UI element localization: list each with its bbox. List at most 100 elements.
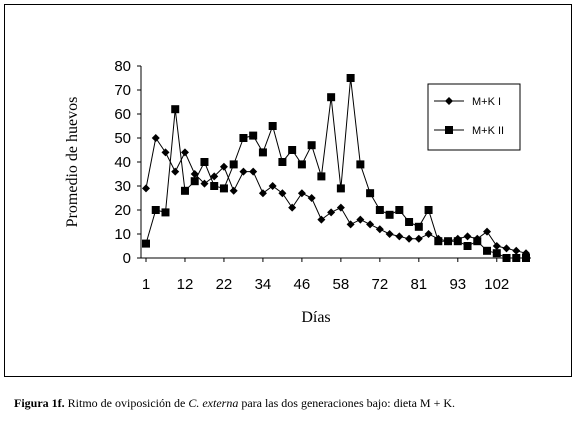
marker	[414, 234, 423, 243]
y-tick-label: 10	[114, 226, 131, 243]
marker	[336, 184, 345, 193]
marker	[463, 242, 472, 250]
frame	[4, 4, 572, 377]
marker	[453, 237, 462, 246]
x-tick-label: 22	[216, 276, 233, 293]
marker	[229, 186, 238, 195]
marker	[219, 162, 228, 171]
marker	[492, 242, 501, 250]
marker	[249, 167, 258, 176]
marker	[317, 215, 326, 224]
marker	[317, 172, 326, 181]
marker	[268, 122, 277, 130]
y-tick-label: 0	[123, 250, 131, 267]
caption-label: Figura 1f.	[14, 396, 65, 410]
marker	[434, 237, 443, 246]
y-tick-label: 80	[114, 58, 131, 75]
marker	[210, 182, 219, 190]
marker	[229, 160, 238, 169]
series-line	[145, 77, 526, 259]
marker	[424, 230, 433, 238]
marker	[219, 184, 228, 193]
marker	[142, 184, 150, 193]
marker	[171, 167, 180, 176]
marker	[356, 160, 365, 169]
marker	[249, 131, 258, 140]
marker	[405, 234, 414, 243]
marker	[444, 237, 453, 246]
x-tick-label: 72	[372, 276, 389, 293]
marker	[512, 246, 521, 255]
marker	[385, 210, 394, 219]
caption-text: para las dos generaciones bajo: dieta M …	[238, 396, 456, 410]
marker	[366, 189, 375, 198]
marker	[445, 97, 453, 105]
marker	[356, 215, 365, 224]
legend-label: M+K I	[472, 96, 501, 108]
marker	[180, 186, 189, 195]
marker	[366, 220, 375, 229]
x-tick-label: 1	[142, 276, 150, 293]
marker	[483, 246, 492, 255]
marker	[190, 170, 199, 178]
y-tick-label: 50	[114, 130, 131, 147]
legend-label: M+K II	[472, 125, 504, 137]
marker	[151, 134, 160, 142]
marker	[375, 206, 384, 214]
x-axis-label: Días	[301, 309, 330, 326]
marker	[473, 237, 482, 246]
x-tick-label: 34	[255, 276, 272, 293]
x-tick-label: 102	[484, 276, 509, 293]
marker	[161, 208, 170, 217]
marker	[463, 232, 472, 241]
series-line	[145, 136, 527, 254]
marker	[151, 206, 160, 214]
marker	[492, 249, 501, 258]
marker	[288, 203, 297, 212]
marker	[512, 254, 521, 262]
marker	[327, 208, 336, 217]
y-tick-label: 60	[114, 106, 131, 123]
y-tick-label: 40	[114, 154, 131, 171]
marker	[522, 249, 530, 258]
marker	[258, 148, 267, 157]
marker	[258, 189, 267, 198]
x-tick-label: 12	[177, 276, 194, 293]
marker	[171, 105, 180, 114]
caption-species: C. externa	[188, 396, 239, 410]
x-tick-label: 81	[410, 276, 427, 293]
marker	[414, 222, 423, 231]
marker	[375, 225, 384, 234]
marker	[142, 239, 150, 248]
marker	[210, 172, 219, 181]
marker	[346, 220, 355, 229]
marker	[297, 189, 306, 198]
marker	[239, 167, 248, 176]
marker	[395, 206, 404, 214]
marker	[278, 158, 287, 166]
marker	[424, 206, 433, 214]
caption-text: Ritmo de oviposición de	[64, 396, 189, 410]
marker	[307, 194, 316, 202]
marker	[278, 189, 287, 198]
y-tick-label: 70	[114, 82, 131, 99]
marker	[239, 134, 248, 142]
marker	[483, 227, 492, 236]
y-tick-label: 30	[114, 178, 131, 195]
marker	[502, 254, 511, 262]
x-tick-label: 93	[449, 276, 466, 293]
marker	[268, 182, 277, 190]
marker	[395, 232, 404, 241]
chart: Días Promedio de huevos 0 10 20 30 40 50 60 70 8…	[4, 4, 572, 377]
x-tick-label: 58	[333, 276, 350, 293]
marker	[445, 126, 453, 134]
marker	[190, 177, 199, 186]
marker	[180, 148, 189, 157]
y-tick-label: 20	[114, 202, 131, 219]
y-axis-label: Promedio de huevos	[64, 97, 81, 228]
marker	[346, 74, 355, 82]
marker	[327, 93, 336, 102]
marker	[502, 244, 511, 253]
marker	[522, 254, 530, 262]
